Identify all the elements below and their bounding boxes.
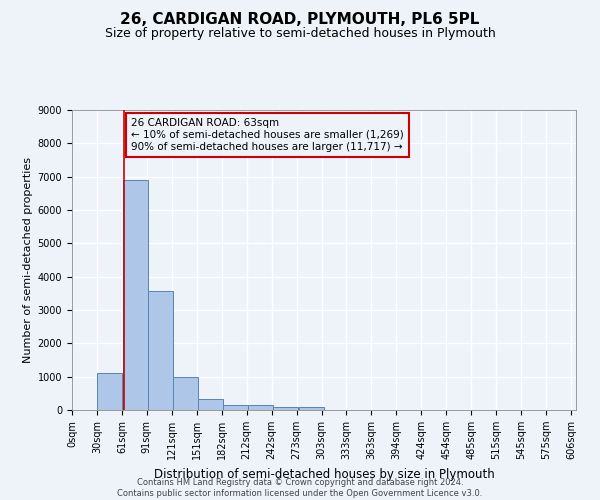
Bar [148,292,173,410]
Bar [248,406,273,410]
Bar [173,376,197,410]
Text: Contains HM Land Registry data © Crown copyright and database right 2024.
Contai: Contains HM Land Registry data © Crown c… [118,478,482,498]
Text: Size of property relative to semi-detached houses in Plymouth: Size of property relative to semi-detach… [104,28,496,40]
Text: 26 CARDIGAN ROAD: 63sqm
← 10% of semi-detached houses are smaller (1,269)
90% of: 26 CARDIGAN ROAD: 63sqm ← 10% of semi-de… [131,118,404,152]
Bar [97,372,122,410]
Bar [299,406,324,410]
Bar [123,180,148,410]
Bar [197,400,223,410]
Bar [223,406,248,410]
Bar [273,406,298,410]
Text: 26, CARDIGAN ROAD, PLYMOUTH, PL6 5PL: 26, CARDIGAN ROAD, PLYMOUTH, PL6 5PL [121,12,479,28]
Y-axis label: Number of semi-detached properties: Number of semi-detached properties [23,157,34,363]
X-axis label: Distribution of semi-detached houses by size in Plymouth: Distribution of semi-detached houses by … [154,468,494,480]
